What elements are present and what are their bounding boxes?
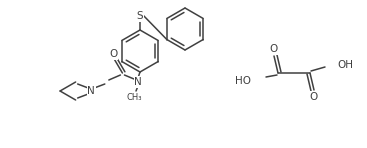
Text: O: O [310,92,318,102]
Text: N: N [87,86,95,96]
Text: O: O [270,44,278,54]
Text: N: N [134,77,142,87]
Text: O: O [109,49,117,59]
Text: CH₃: CH₃ [126,92,142,102]
Text: HO: HO [235,76,251,86]
Text: OH: OH [337,60,353,70]
Text: S: S [137,11,143,21]
